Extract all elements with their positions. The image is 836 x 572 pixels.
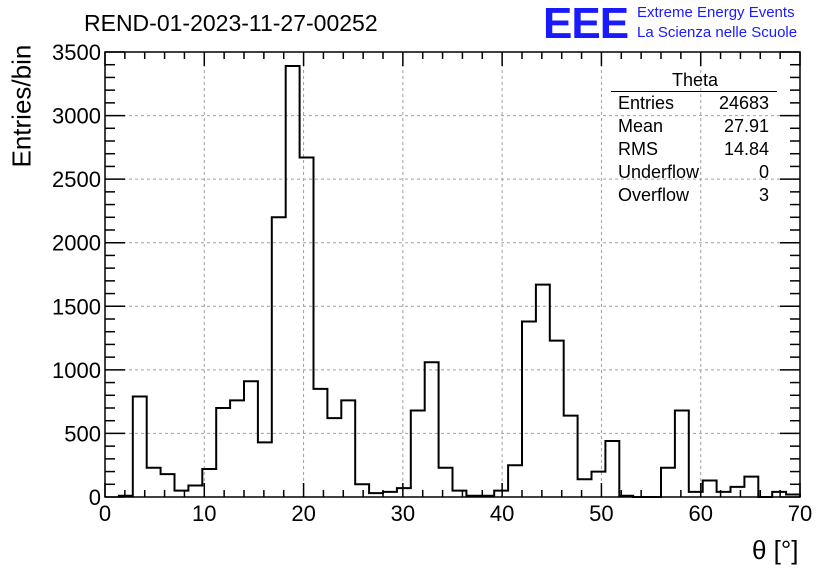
y-tick-label: 1000 xyxy=(52,358,101,383)
x-tick-label: 0 xyxy=(99,501,111,526)
logo-line-2: La Scienza nelle Scuole xyxy=(637,24,798,41)
stats-label: Overflow xyxy=(618,185,690,205)
histogram-series xyxy=(117,64,801,498)
grid-lines xyxy=(105,52,800,497)
y-axis-label: Entries/bin xyxy=(6,44,37,168)
x-tick-label: 50 xyxy=(589,501,613,526)
logo-text: Extreme Energy Events La Scienza nelle S… xyxy=(637,3,797,43)
stats-row: Overflow 3 xyxy=(611,184,777,207)
x-axis-label: θ [°] xyxy=(752,535,799,565)
plot-frame xyxy=(104,51,801,498)
stats-value: 24683 xyxy=(718,93,769,113)
stats-label: RMS xyxy=(618,139,658,159)
stats-title: Theta xyxy=(611,69,777,92)
y-tick-label: 2500 xyxy=(52,167,101,192)
stats-label: Mean xyxy=(618,116,664,136)
stats-label: Underflow xyxy=(618,162,700,182)
x-tick-label: 40 xyxy=(490,501,514,526)
logo-line-1: Extreme Energy Events xyxy=(637,4,795,21)
stats-row: Mean 27.91 xyxy=(611,115,777,138)
x-tick-label: 30 xyxy=(391,501,415,526)
x-tick-label: 60 xyxy=(688,501,712,526)
stats-label: Entries xyxy=(618,93,675,113)
y-tick-label: 500 xyxy=(64,421,101,446)
y-tick-label: 3000 xyxy=(52,104,101,129)
stats-value: 14.84 xyxy=(723,139,769,159)
x-tick-label: 20 xyxy=(291,501,315,526)
y-tick-label: 1500 xyxy=(52,294,101,319)
y-tick-label: 3500 xyxy=(52,40,101,65)
stats-row: Entries 24683 xyxy=(611,92,777,115)
stats-row: Underflow 0 xyxy=(611,161,777,184)
x-tick-label: 10 xyxy=(192,501,216,526)
stats-row: RMS 14.84 xyxy=(611,138,777,161)
x-tick-label: 70 xyxy=(788,501,812,526)
y-tick-label: 0 xyxy=(89,485,101,510)
stats-value: 0 xyxy=(758,162,769,182)
stats-box: Theta Entries 24683 Mean 27.91 RMS 14.84 Un… xyxy=(611,69,777,207)
stats-value: 27.91 xyxy=(723,116,769,136)
eee-logo-mark: EEE xyxy=(543,0,629,48)
stats-value: 3 xyxy=(758,185,769,205)
axis-ticks: 0 10 20 30 40 50 60 700500100015002000250030003… xyxy=(52,40,812,526)
chart-title: REND-01-2023-11-27-00252 xyxy=(84,10,378,36)
y-tick-label: 2000 xyxy=(52,231,101,256)
